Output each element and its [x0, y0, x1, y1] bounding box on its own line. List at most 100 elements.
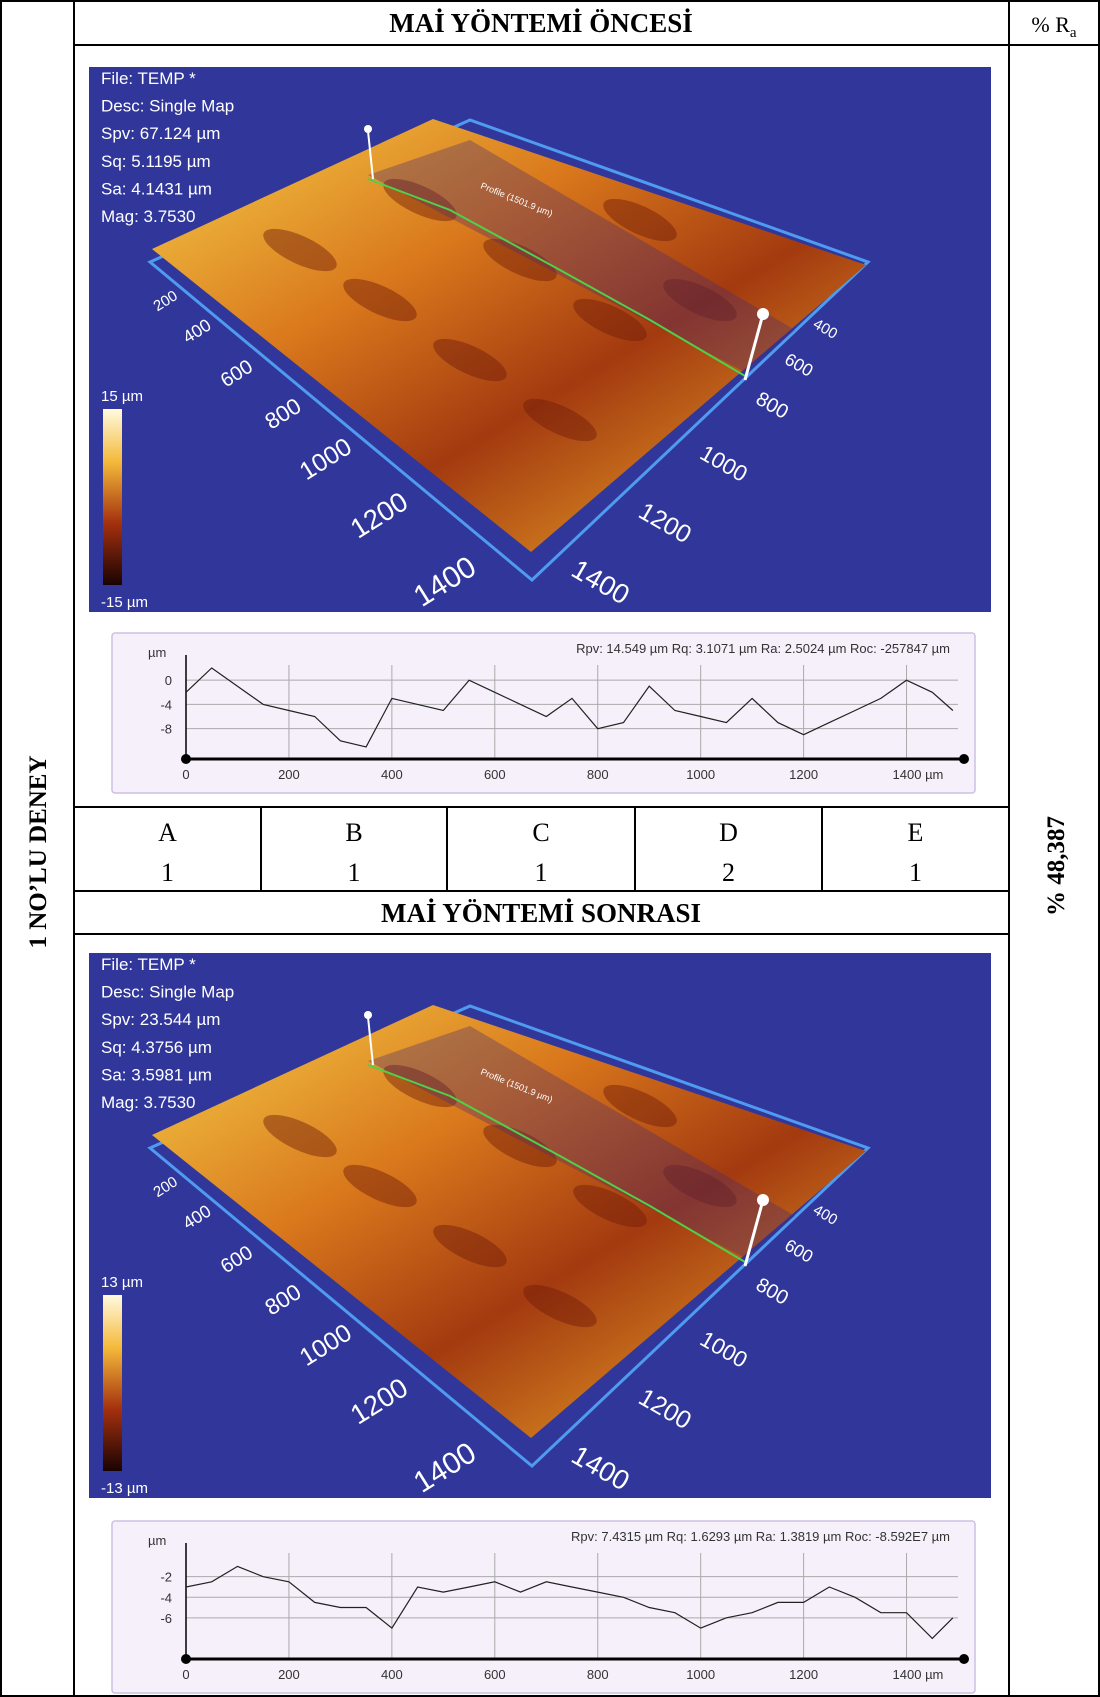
section-title: MAİ YÖNTEMİ SONRASI [381, 898, 701, 928]
score-table: A 1 B 1 C 1 D 2 E 1 [158, 818, 923, 887]
score-value: 1 [348, 858, 361, 887]
x-tick-label: 600 [484, 767, 506, 782]
x-tick-label: 800 [587, 1667, 609, 1682]
surface-valley [483, 238, 557, 282]
y-unit: µm [148, 645, 166, 660]
ra-header: % Ra [1031, 12, 1077, 41]
ra-value: % 48,387 [1043, 816, 1070, 916]
surface-valley [483, 1124, 557, 1168]
x-tick-label: 800 [587, 767, 609, 782]
surface-valley [523, 398, 597, 442]
surface-valley [573, 1184, 647, 1228]
map-info: File: TEMP * [101, 69, 196, 88]
y-tick-label: -4 [160, 1590, 172, 1605]
axis-marker [959, 1654, 969, 1664]
profile-stats: Rpv: 7.4315 µm Rq: 1.6293 µm Ra: 1.3819 … [571, 1529, 950, 1544]
x-tick-label: 1000 [686, 767, 715, 782]
map-info: Sa: 3.5981 µm [101, 1065, 212, 1084]
surface-valley [263, 228, 337, 272]
profile-band [368, 1026, 795, 1258]
colorbar-min: -15 µm [101, 594, 148, 611]
surface-valley [383, 1064, 457, 1108]
profile-stats: Rpv: 14.549 µm Rq: 3.1071 µm Ra: 2.5024 … [576, 641, 950, 656]
x-tick-label: 400 [381, 1667, 403, 1682]
surface-valley [603, 1084, 677, 1128]
surface-valley [663, 278, 737, 322]
score-header: E [908, 818, 924, 847]
pin [743, 313, 765, 381]
axis-marker [181, 1654, 191, 1664]
profile-line [367, 178, 746, 377]
x-tick-label: 0 [182, 767, 189, 782]
side-label: 1 NO’LU DENEY [25, 755, 52, 948]
y-tick-label: -2 [160, 1570, 172, 1585]
profile-band [368, 140, 795, 372]
surface-valley [573, 298, 647, 342]
colorbar [103, 1295, 122, 1471]
profile-frame [111, 632, 976, 794]
x-tick-label: 400 [381, 767, 403, 782]
x-tick-label: 1400 µm [893, 767, 944, 782]
map-surface [152, 119, 866, 552]
surface-valley [263, 1114, 337, 1158]
x-tick-label: 1000 [686, 1667, 715, 1682]
x-tick-label: 1400 µm [893, 1667, 944, 1682]
x-tick-label: 200 [278, 1667, 300, 1682]
x-tick-label: 1200 [789, 1667, 818, 1682]
map-info: Spv: 67.124 µm [101, 124, 220, 143]
pin [367, 130, 374, 180]
surface-map: Profile (1501.9 µm)File: TEMP *Desc: Sin… [89, 67, 991, 614]
pin-head [757, 1194, 769, 1206]
score-header: A [158, 818, 177, 847]
colorbar-max: 13 µm [101, 1274, 143, 1291]
pin-head [364, 1011, 372, 1019]
surface-valley [663, 1164, 737, 1208]
map-info: Mag: 3.7530 [101, 207, 196, 226]
pin-head [757, 308, 769, 320]
surface-valley [343, 278, 417, 322]
x-tick-label: 1200 [789, 767, 818, 782]
map-info: Desc: Single Map [101, 97, 234, 116]
pin [367, 1016, 374, 1066]
colorbar-min: -13 µm [101, 1480, 148, 1497]
score-value: 2 [722, 858, 735, 887]
ra-header-subscript: a [1070, 25, 1077, 41]
colorbar [103, 409, 122, 585]
pin [743, 1199, 765, 1267]
y-tick-label: 0 [165, 673, 172, 688]
map-info: Mag: 3.7530 [101, 1093, 196, 1112]
map-info: Desc: Single Map [101, 983, 234, 1002]
profile-curve [185, 667, 954, 748]
score-value: 1 [161, 858, 174, 887]
score-header: C [532, 818, 549, 847]
map-info: Sq: 4.3756 µm [101, 1038, 212, 1057]
map-info: Sq: 5.1195 µm [101, 152, 211, 171]
score-value: 1 [535, 858, 548, 887]
surface-valley [433, 1224, 507, 1268]
x-tick-label: 600 [484, 1667, 506, 1682]
surface-map: Profile (1501.9 µm)File: TEMP *Desc: Sin… [89, 953, 991, 1500]
map-info: File: TEMP * [101, 955, 196, 974]
profile-line [367, 1064, 746, 1263]
axis-marker [959, 754, 969, 764]
y-tick-label: -6 [160, 1611, 172, 1626]
surface-valley [383, 178, 457, 222]
surface-valley [343, 1164, 417, 1208]
profile-frame [111, 1520, 976, 1694]
y-tick-label: -8 [160, 722, 172, 737]
y-unit: µm [148, 1533, 166, 1548]
y-tick-label: -4 [160, 697, 172, 712]
pin-head [364, 125, 372, 133]
profile-chart: 0 200 400 600 800 1000 1200 1400 µm -2 -4 -6 µm Rpv:… [111, 1520, 976, 1694]
score-header: B [345, 818, 362, 847]
section-title: MAİ YÖNTEMİ ÖNCESİ [389, 8, 693, 38]
x-tick-label: 0 [182, 1667, 189, 1682]
surface-valley [603, 198, 677, 242]
score-value: 1 [909, 858, 922, 887]
surface-valley [433, 338, 507, 382]
x-tick-label: 200 [278, 767, 300, 782]
colorbar-max: 15 µm [101, 388, 143, 405]
map-info: Sa: 4.1431 µm [101, 179, 212, 198]
